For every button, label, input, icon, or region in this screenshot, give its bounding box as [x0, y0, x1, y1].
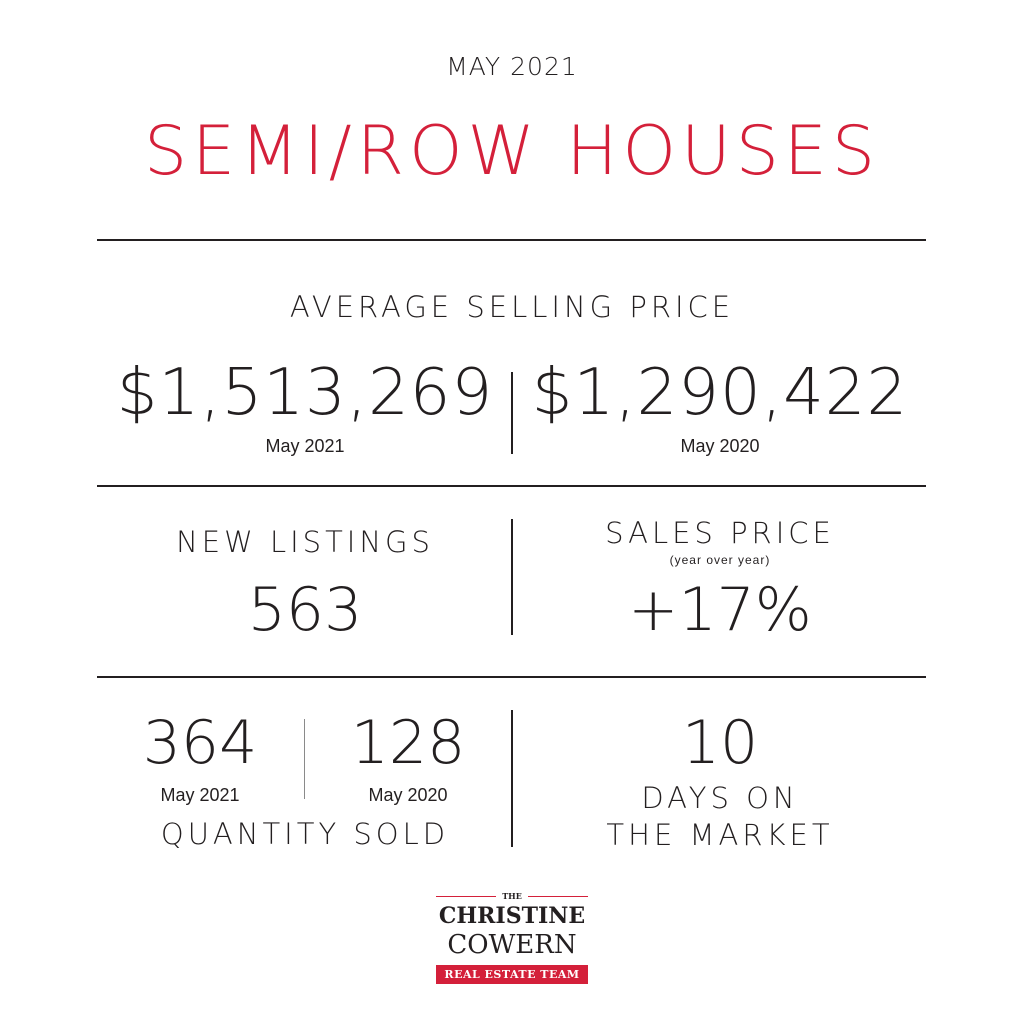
quantity-sold-separator: [304, 719, 305, 799]
logo-rule-right: [528, 896, 588, 897]
listings-separator: [511, 519, 513, 635]
divider-middle: [97, 485, 926, 487]
report-month: MAY 2021: [446, 52, 578, 81]
avg-price-label: AVERAGE SELLING PRICE: [289, 290, 735, 324]
avg-price-separator: [511, 372, 513, 454]
divider-bottom: [97, 676, 926, 678]
avg-price-current-value: $1,513,269: [116, 356, 494, 430]
quantity-sold-previous-value: 128: [350, 708, 466, 778]
logo-the: THE: [502, 891, 522, 901]
avg-price-previous-value: $1,290,422: [531, 356, 909, 430]
sales-price-label: SALES PRICE: [605, 516, 835, 550]
quantity-sold-current-value: 364: [142, 708, 258, 778]
new-listings-label: NEW LISTINGS: [176, 525, 434, 559]
avg-price-previous-period: May 2020: [680, 436, 760, 456]
logo-cowern: COWERN: [447, 930, 577, 960]
quantity-sold-previous-period: May 2020: [368, 785, 448, 805]
days-on-market-value: 10: [681, 708, 759, 778]
quantity-sold-current-period: May 2021: [160, 785, 240, 805]
sales-price-sublabel: (year over year): [669, 553, 771, 567]
logo-christine: CHRISTINE: [438, 903, 586, 929]
logo-rule-left: [436, 896, 496, 897]
days-on-market-label-line1: DAYS ON: [641, 781, 799, 815]
days-on-market-label-line2: THE MARKET: [606, 818, 834, 852]
new-listings-value: 563: [247, 575, 363, 645]
page-title: SEMI/ROW HOUSES: [143, 112, 881, 191]
avg-price-current-period: May 2021: [265, 436, 345, 456]
sales-price-value: +17%: [628, 575, 812, 645]
divider-top: [97, 239, 926, 241]
logo-tagline: REAL ESTATE TEAM: [436, 965, 588, 984]
quantity-sold-label: QUANTITY SOLD: [160, 817, 450, 851]
bottom-separator: [511, 710, 513, 847]
